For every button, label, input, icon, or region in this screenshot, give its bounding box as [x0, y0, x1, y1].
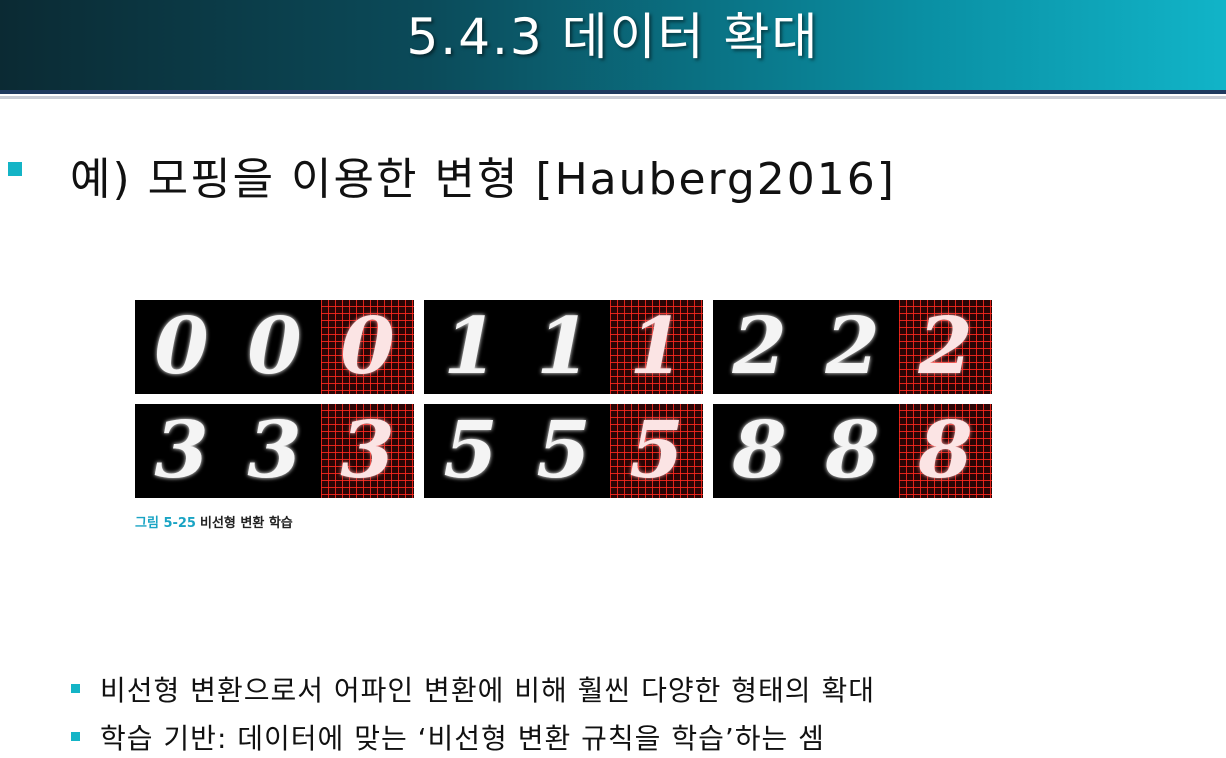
title-divider-light [0, 96, 1226, 99]
digit-glyph: 3 [247, 405, 302, 496]
original-digit-image: 8 [713, 404, 806, 498]
figure-caption-text: 비선형 변환 학습 [199, 516, 293, 531]
digit-glyph: 0 [340, 301, 395, 392]
original-digit-image: 0 [135, 300, 228, 394]
deformation-grid-image: 3 [321, 404, 414, 498]
deformation-grid-image: 0 [321, 300, 414, 394]
morphed-digit-image: 2 [806, 300, 899, 394]
figure-caption-label: 그림 5-25 [135, 516, 196, 531]
digit-glyph: 8 [825, 405, 880, 496]
bullet-square-icon [71, 684, 80, 693]
morphed-digit-image: 3 [228, 404, 321, 498]
bullet-square-icon [8, 162, 22, 176]
digit-panel: 3 3 3 [135, 404, 414, 498]
digit-glyph: 0 [247, 301, 302, 392]
digit-glyph: 8 [918, 405, 973, 496]
deformation-grid-image: 2 [899, 300, 992, 394]
digit-glyph: 5 [443, 405, 498, 496]
digit-glyph: 2 [732, 301, 787, 392]
digit-glyph: 5 [629, 405, 684, 496]
digit-glyph: 2 [825, 301, 880, 392]
digit-glyph: 0 [154, 301, 209, 392]
morphed-digit-image: 8 [806, 404, 899, 498]
sub-bullet-text: 학습 기반: 데이터에 맞는 ‘비선형 변환 규칙을 학습’하는 셈 [100, 722, 825, 755]
digit-panel: 2 2 2 [713, 300, 992, 394]
digit-glyph: 1 [536, 301, 591, 392]
morphed-digit-image: 5 [517, 404, 610, 498]
digit-panel: 1 1 1 [424, 300, 703, 394]
digit-panel: 0 0 0 [135, 300, 414, 394]
digit-glyph: 3 [340, 405, 395, 496]
original-digit-image: 1 [424, 300, 517, 394]
sub-bullet-text: 비선형 변환으로서 어파인 변환에 비해 훨씬 다양한 형태의 확대 [100, 674, 875, 707]
deformation-grid-image: 1 [610, 300, 703, 394]
digit-glyph: 8 [732, 405, 787, 496]
digit-panel: 8 8 8 [713, 404, 992, 498]
original-digit-image: 5 [424, 404, 517, 498]
morphed-digit-image: 1 [517, 300, 610, 394]
digit-glyph: 5 [536, 405, 591, 496]
main-bullet-text: 예) 모핑을 이용한 변형 [Hauberg2016] [70, 154, 896, 205]
digit-glyph: 2 [918, 301, 973, 392]
digit-glyph: 1 [443, 301, 498, 392]
original-digit-image: 3 [135, 404, 228, 498]
bullet-square-icon [71, 732, 80, 741]
deformation-grid-image: 5 [610, 404, 703, 498]
figure-caption: 그림 5-25 비선형 변환 학습 [135, 512, 293, 531]
original-digit-image: 2 [713, 300, 806, 394]
digit-panel: 5 5 5 [424, 404, 703, 498]
digit-glyph: 3 [154, 405, 209, 496]
title-bar [0, 0, 1226, 90]
deformation-grid-image: 8 [899, 404, 992, 498]
morphed-digit-image: 0 [228, 300, 321, 394]
title-divider-dark [0, 90, 1226, 94]
slide-title: 5.4.3 데이터 확대 [406, 8, 820, 66]
digit-glyph: 1 [629, 301, 684, 392]
